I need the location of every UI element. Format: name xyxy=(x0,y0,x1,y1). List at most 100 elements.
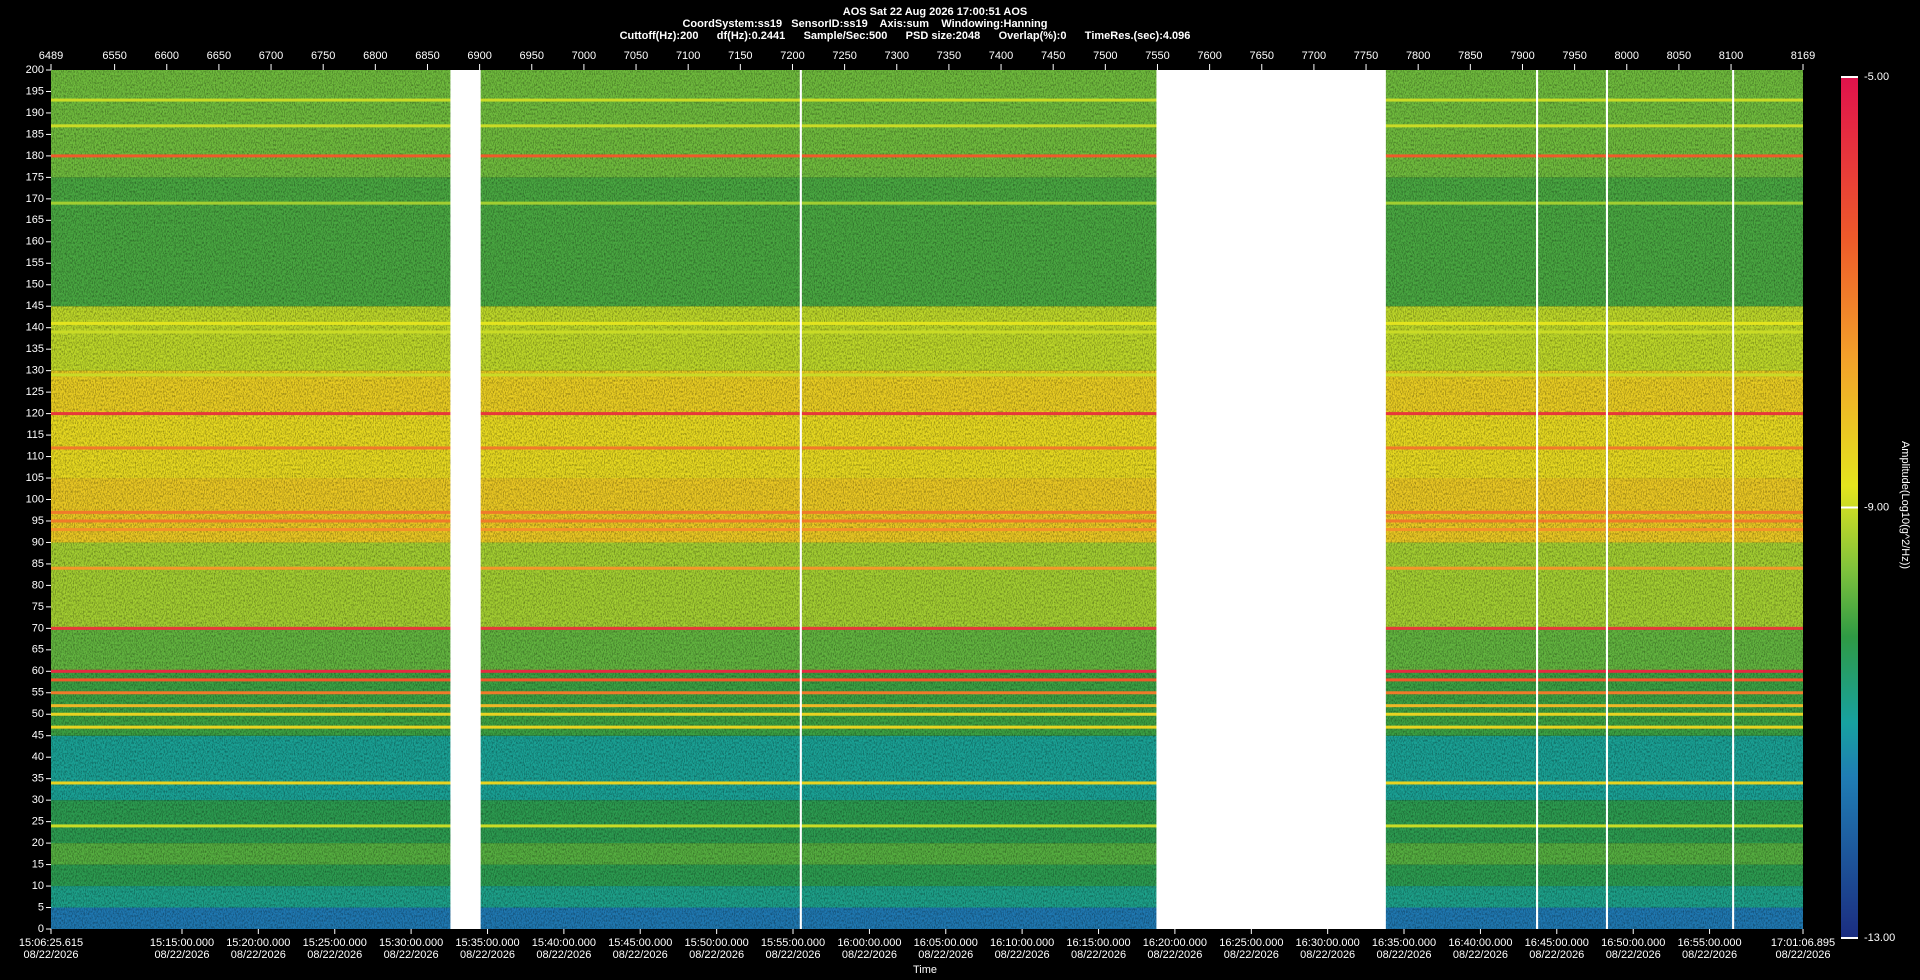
x2-tick-date: 08/22/2026 xyxy=(1775,949,1830,961)
spectral-line xyxy=(51,510,1803,514)
x2-tick-label: 16:00:00.000 xyxy=(837,937,901,949)
y-tick-label: 190 xyxy=(26,107,44,119)
spectral-line xyxy=(51,626,1803,630)
x2-tick-date: 08/22/2026 xyxy=(307,949,362,961)
x2-tick-label: 16:15:00.000 xyxy=(1066,937,1130,949)
y-tick-label: 10 xyxy=(32,880,44,892)
y-tick-label: 15 xyxy=(32,858,44,870)
y-tick-label: 130 xyxy=(26,365,44,377)
x-tick-label: 7300 xyxy=(885,50,909,62)
x2-tick-date: 08/22/2026 xyxy=(1071,949,1126,961)
spectral-line xyxy=(51,373,1803,377)
data-gap xyxy=(1536,70,1539,929)
spectral-line xyxy=(51,124,1803,128)
y-tick-label: 100 xyxy=(26,493,44,505)
y-tick-label: 75 xyxy=(32,601,44,613)
y-tick-label: 175 xyxy=(26,171,44,183)
spectral-line xyxy=(51,154,1803,158)
y-tick-label: 160 xyxy=(26,236,44,248)
x2-tick-date: 08/22/2026 xyxy=(842,949,897,961)
y-tick-label: 150 xyxy=(26,279,44,291)
y-tick-label: 155 xyxy=(26,257,44,269)
y-tick-label: 115 xyxy=(26,429,44,441)
y-tick-label: 105 xyxy=(26,472,44,484)
x-tick-label: 7850 xyxy=(1458,50,1482,62)
x-axis-label: Time xyxy=(913,964,937,976)
x2-tick-date: 08/22/2026 xyxy=(1453,949,1508,961)
x-tick-label: 6550 xyxy=(102,50,126,62)
x2-tick-date: 08/22/2026 xyxy=(1300,949,1355,961)
colorbar-tick-label: -13.00 xyxy=(1864,932,1895,944)
colorbar-tick-label: -9.00 xyxy=(1864,501,1889,513)
x2-tick-label: 15:55:00.000 xyxy=(761,937,825,949)
x2-tick-label: 15:20:00.000 xyxy=(226,937,290,949)
x-tick-label: 6600 xyxy=(155,50,179,62)
subtitle: CoordSystem:ss19 SensorID:ss19 Axis:sum … xyxy=(682,18,1047,30)
x-tick-label: 7750 xyxy=(1354,50,1378,62)
x-tick-label: 7500 xyxy=(1093,50,1117,62)
y-tick-label: 85 xyxy=(32,558,44,570)
spectral-line xyxy=(51,519,1803,523)
x2-tick-date: 08/22/2026 xyxy=(23,949,78,961)
spectral-line xyxy=(51,691,1803,695)
spectral-line xyxy=(51,704,1803,708)
colorbar-label: Amplitude(Log10(g^2/Hz)) xyxy=(1899,441,1911,569)
y-tick-label: 35 xyxy=(32,773,44,785)
spectral-line xyxy=(51,201,1803,205)
x2-tick-label: 17:01:06.895 xyxy=(1771,937,1835,949)
x2-tick-date: 08/22/2026 xyxy=(154,949,209,961)
x-tick-label: 7900 xyxy=(1510,50,1534,62)
x2-tick-label: 15:25:00.000 xyxy=(303,937,367,949)
x2-tick-label: 15:06:25.615 xyxy=(19,937,83,949)
x2-tick-label: 16:35:00.000 xyxy=(1372,937,1436,949)
x-tick-label: 6800 xyxy=(363,50,387,62)
x2-tick-label: 16:45:00.000 xyxy=(1525,937,1589,949)
x2-tick-label: 15:40:00.000 xyxy=(532,937,596,949)
spectral-line xyxy=(51,566,1803,570)
spectral-line xyxy=(51,678,1803,682)
y-tick-label: 40 xyxy=(32,751,44,763)
spectral-line xyxy=(51,528,1803,532)
x-tick-label: 7800 xyxy=(1406,50,1430,62)
x2-tick-label: 15:15:00.000 xyxy=(150,937,214,949)
x-tick-label: 7950 xyxy=(1562,50,1586,62)
y-tick-label: 195 xyxy=(26,85,44,97)
x-tick-label: 7350 xyxy=(937,50,961,62)
y-tick-label: 180 xyxy=(26,150,44,162)
x-tick-label: 8050 xyxy=(1667,50,1691,62)
x-tick-label: 6650 xyxy=(207,50,231,62)
x2-tick-date: 08/22/2026 xyxy=(536,949,591,961)
x2-tick-date: 08/22/2026 xyxy=(460,949,515,961)
x2-tick-label: 15:35:00.000 xyxy=(455,937,519,949)
spectral-line xyxy=(51,824,1803,828)
x-tick-label: 7250 xyxy=(832,50,856,62)
spectral-line xyxy=(51,725,1803,729)
data-gap xyxy=(1156,70,1386,929)
x2-tick-date: 08/22/2026 xyxy=(613,949,668,961)
x-tick-label: 7400 xyxy=(989,50,1013,62)
x2-tick-label: 15:50:00.000 xyxy=(685,937,749,949)
x2-tick-label: 16:50:00.000 xyxy=(1601,937,1665,949)
y-tick-label: 170 xyxy=(26,193,44,205)
data-gap xyxy=(1732,70,1735,929)
y-tick-label: 95 xyxy=(32,515,44,527)
y-tick-label: 165 xyxy=(26,214,44,226)
x2-tick-date: 08/22/2026 xyxy=(1147,949,1202,961)
x2-tick-date: 08/22/2026 xyxy=(689,949,744,961)
data-gap xyxy=(1605,70,1608,929)
y-tick-label: 140 xyxy=(26,322,44,334)
x-tick-label: 7200 xyxy=(780,50,804,62)
x-tick-label: 7100 xyxy=(676,50,700,62)
x2-tick-label: 16:40:00.000 xyxy=(1448,937,1512,949)
spectral-line xyxy=(51,712,1803,716)
spectral-line xyxy=(51,321,1803,325)
x2-tick-date: 08/22/2026 xyxy=(1606,949,1661,961)
x2-tick-label: 16:10:00.000 xyxy=(990,937,1054,949)
subtitle: Cuttoff(Hz):200 df(Hz):0.2441 Sample/Sec… xyxy=(620,30,1191,42)
x-tick-label: 6700 xyxy=(259,50,283,62)
x-tick-label: 7450 xyxy=(1041,50,1065,62)
x2-tick-date: 08/22/2026 xyxy=(765,949,820,961)
x-tick-label: 7050 xyxy=(624,50,648,62)
x2-tick-date: 08/22/2026 xyxy=(1529,949,1584,961)
x2-tick-date: 08/22/2026 xyxy=(1682,949,1737,961)
